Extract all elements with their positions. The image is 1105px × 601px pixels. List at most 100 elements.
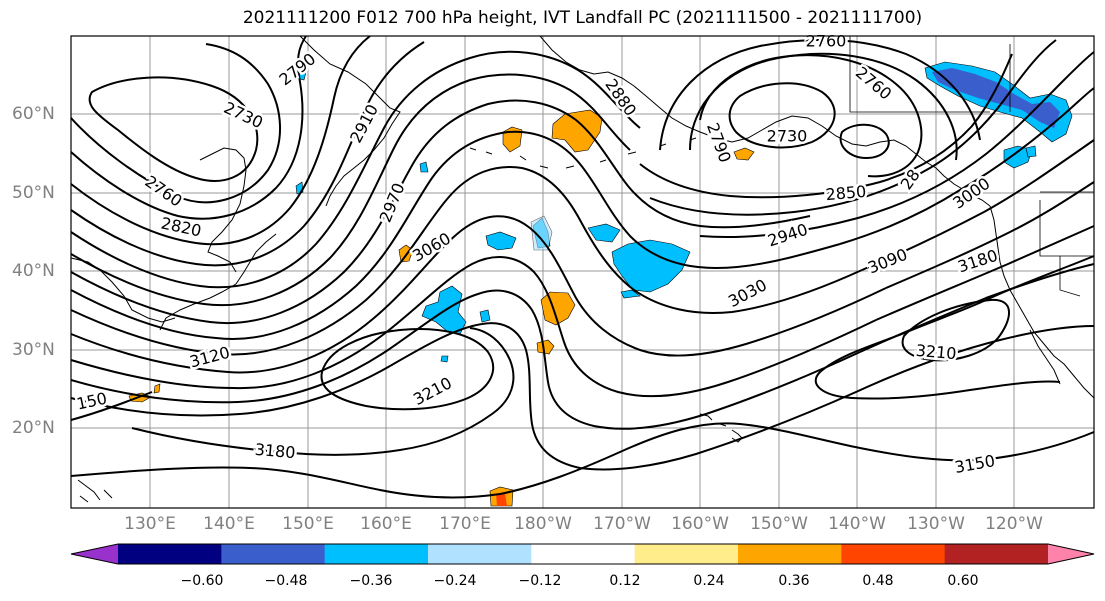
contour-3030-east <box>885 181 1095 289</box>
contour-3150-east <box>70 422 1095 499</box>
contour-3150 <box>70 391 153 421</box>
ivt-negative-region <box>419 161 429 173</box>
colorbar-outline <box>70 543 1095 565</box>
contour-label: 2850 <box>825 182 867 204</box>
coastline-kamchatka <box>299 35 401 207</box>
coastline-alaska <box>539 35 991 207</box>
contour-2850-east <box>639 53 1013 199</box>
colorbar-swatch <box>221 544 326 564</box>
ivt-negative-region <box>440 355 449 363</box>
coastline-philippines <box>77 479 113 503</box>
contour-label-halo: 3210 <box>915 341 957 363</box>
colorbar-tick-label: 0.48 <box>862 573 894 589</box>
lon-label: 150°W <box>750 514 808 534</box>
lon-label: 160°E <box>360 514 412 534</box>
ivt-negative-region <box>479 309 491 323</box>
lon-label: 180°W <box>514 514 572 534</box>
lon-label: 170°W <box>593 514 651 534</box>
colorbar-swatch <box>634 544 739 564</box>
contour-2760-west <box>70 43 281 204</box>
ivt-positive-region <box>733 147 755 161</box>
ivt-negative-region <box>1025 145 1037 158</box>
coastlines <box>70 35 1095 503</box>
contour-3120 <box>70 322 1095 471</box>
lat-label-40n: 40°N <box>12 261 55 281</box>
ivt-strong-positive-region <box>496 493 507 506</box>
contour-3000 <box>70 166 863 356</box>
ivt-positive-region <box>502 126 523 153</box>
coastline-north-america <box>989 205 1095 399</box>
ivt-negative-region <box>485 231 517 251</box>
ivt-negative-region <box>611 239 691 293</box>
ivt-positive-region <box>153 383 161 394</box>
colorbar-swatch <box>324 544 429 564</box>
contour-3210-high-east <box>901 298 1010 362</box>
coastline-baja <box>1029 329 1061 385</box>
ivt-negative-region <box>587 223 621 243</box>
contour-3030 <box>70 215 887 374</box>
colorbar <box>70 543 1095 565</box>
colorbar-tick-label: 0.24 <box>693 573 725 589</box>
colorbar-tick-label: −0.12 <box>518 573 562 589</box>
contour-label-halo: 2850 <box>825 182 867 204</box>
contour-2970-east <box>839 87 1095 245</box>
ivt-light-negative-region <box>530 215 553 251</box>
contour-label: 3210 <box>915 341 957 363</box>
colorbar-tick-label: 0.12 <box>609 573 641 589</box>
lon-label: 170°E <box>439 514 491 534</box>
ivt-positive-region <box>536 339 555 355</box>
contour-label: 2730 <box>767 127 808 146</box>
lat-label-30n: 30°N <box>12 340 55 360</box>
contour-3180 <box>131 327 515 456</box>
contour-2820-east <box>659 38 981 151</box>
contour-2940 <box>70 99 811 324</box>
contour-2970 <box>70 130 841 340</box>
height-contours <box>70 35 1095 499</box>
lon-label: 130°E <box>124 514 176 534</box>
contour-label: 3180 <box>254 440 296 462</box>
state-borders <box>849 36 1094 297</box>
colorbar-extend-low <box>71 544 118 564</box>
colorbar-swatch <box>944 544 1049 564</box>
contour-2850 <box>70 41 425 267</box>
ivt-shading <box>128 61 1073 507</box>
contour-2730-low <box>88 76 259 182</box>
lat-label-50n: 50°N <box>12 183 55 203</box>
contour-3090-east <box>859 263 1095 353</box>
contour-3060-east <box>875 225 1095 321</box>
contour-3210-high-west <box>320 328 495 411</box>
coastline-aleutians <box>469 137 697 169</box>
lon-label: 130°W <box>907 514 965 534</box>
colorbar-tick-label: −0.60 <box>180 573 224 589</box>
colorbar-swatch <box>531 544 636 564</box>
colorbar-swatch <box>428 544 532 564</box>
colorbar-extend-high <box>1048 544 1094 564</box>
contour-2880-east <box>649 39 1057 216</box>
map-frame <box>70 35 1095 509</box>
contour-2730-east <box>728 82 836 149</box>
contour-2910-east <box>699 51 1095 239</box>
lat-label-60n: 60°N <box>12 104 55 124</box>
contour-3090 <box>70 289 861 430</box>
contour-2910 <box>70 73 631 307</box>
contour-label-halo: 2730 <box>767 127 808 146</box>
lat-label-20n: 20°N <box>12 418 55 438</box>
lon-label: 160°W <box>671 514 729 534</box>
contour-2880 <box>70 50 641 289</box>
lon-label: 140°W <box>828 514 886 534</box>
ivt-negative-region <box>620 289 641 299</box>
colorbar-tick-label: −0.48 <box>264 573 308 589</box>
colorbar-tick-label: 0.36 <box>778 573 810 589</box>
contour-2790-east <box>689 52 958 161</box>
ivt-strong-negative-region <box>932 68 1060 128</box>
map-title: 2021111200 F012 700 hPa height, IVT Land… <box>242 8 923 28</box>
contour-2820 <box>70 35 371 246</box>
contour-label: 2760 <box>806 32 847 51</box>
lon-label: 120°W <box>985 514 1043 534</box>
colorbar-tick-label: −0.36 <box>349 573 393 589</box>
colorbar-swatch <box>841 544 946 564</box>
lon-label: 150°E <box>282 514 334 534</box>
contour-3060 <box>70 256 877 398</box>
contour-3000-east <box>861 139 1095 271</box>
